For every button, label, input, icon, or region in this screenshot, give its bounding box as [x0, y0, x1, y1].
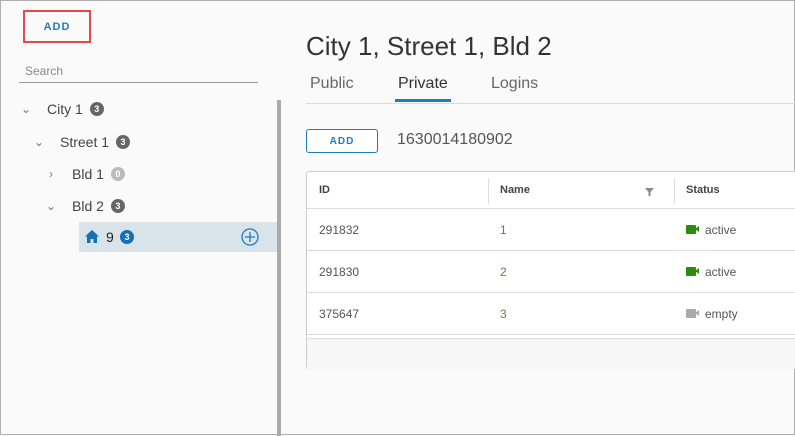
count-badge: 3 [110, 199, 125, 213]
add-circle-icon[interactable] [241, 228, 259, 246]
count-badge: 3 [89, 102, 104, 116]
table-row[interactable]: 291830 2 active [307, 251, 795, 293]
add-button[interactable]: ADD [23, 10, 91, 43]
tree-node-label: Bld 1 [72, 166, 104, 182]
column-header-id[interactable]: ID [319, 184, 330, 196]
camera-icon [686, 225, 699, 234]
camera-icon [686, 309, 699, 318]
cell-id: 375647 [319, 306, 360, 321]
column-separator [674, 178, 675, 204]
status-text: active [705, 222, 737, 237]
tree-node-label: 9 [106, 229, 114, 245]
column-header-status[interactable]: Status [686, 184, 720, 196]
camera-icon [686, 267, 699, 276]
table-row[interactable]: 375647 3 empty [307, 293, 795, 335]
cell-status: active [686, 251, 736, 292]
tree-node-city-1[interactable]: ⌄ City 1 3 [19, 94, 104, 124]
filter-icon[interactable] [645, 188, 654, 196]
count-badge: 3 [116, 135, 131, 149]
tree-node-bld-1[interactable]: › Bld 1 0 [44, 159, 125, 189]
tree-node-label: City 1 [47, 101, 83, 117]
table-row[interactable]: 291832 1 active [307, 209, 795, 251]
scrollbar[interactable] [277, 100, 281, 436]
tree-node-bld-2[interactable]: ⌄ Bld 2 3 [44, 191, 125, 221]
cell-status: active [686, 209, 736, 250]
column-header-name[interactable]: Name [500, 184, 530, 196]
tab-divider [306, 103, 795, 104]
tree-node-label: Street 1 [60, 134, 110, 150]
data-table: ID Name Status 291832 1 active 291830 2 a… [306, 171, 795, 369]
cell-id: 291830 [319, 264, 360, 279]
status-text: empty [705, 306, 738, 321]
chevron-down-icon[interactable]: ⌄ [20, 102, 32, 116]
cell-name: 2 [500, 264, 507, 279]
search-input[interactable] [19, 59, 258, 83]
tree-node-street-1[interactable]: ⌄ Street 1 3 [32, 127, 131, 157]
count-badge: 0 [110, 167, 125, 181]
home-icon [85, 230, 99, 243]
chevron-down-icon[interactable]: ⌄ [33, 135, 45, 149]
cell-name: 1 [500, 222, 507, 237]
cell-id: 291832 [319, 222, 360, 237]
page-title: City 1, Street 1, Bld 2 [306, 31, 552, 61]
cell-name: 3 [500, 306, 507, 321]
chevron-right-icon[interactable]: › [49, 167, 53, 181]
add-item-button[interactable]: ADD [306, 129, 378, 153]
cell-status: empty [686, 293, 738, 334]
status-text: active [705, 264, 737, 279]
tree-node-label: Bld 2 [72, 198, 104, 214]
tab-private[interactable]: Private [395, 75, 451, 102]
column-separator [488, 178, 489, 204]
count-badge: 3 [120, 230, 134, 244]
tab-logins[interactable]: Logins [491, 75, 539, 92]
chevron-down-icon[interactable]: ⌄ [45, 199, 57, 213]
tab-public[interactable]: Public [310, 75, 354, 92]
table-footer [307, 338, 795, 369]
table-header: ID Name Status [307, 172, 795, 209]
identifier-text: 1630014180902 [397, 131, 513, 148]
tree-node-9-selected[interactable]: 9 3 [79, 222, 278, 252]
